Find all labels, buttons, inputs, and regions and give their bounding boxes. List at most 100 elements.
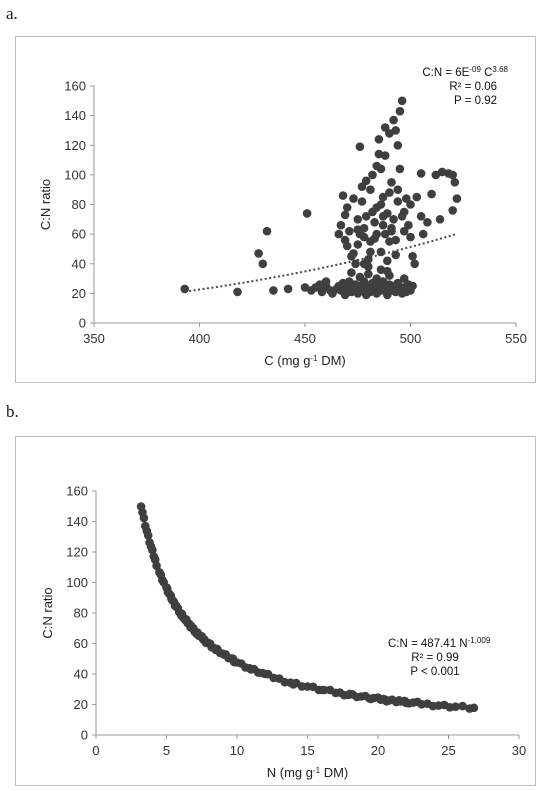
chart-b-x-tick-label: 0	[92, 743, 99, 758]
chart-a-y-tick-label: 0	[79, 316, 86, 331]
chart-b-r-squared: R² = 0.99	[411, 652, 459, 664]
chart-a-data-point	[361, 212, 371, 221]
chart-a-data-point	[408, 281, 417, 291]
chart-b-data-point	[139, 513, 149, 523]
chart-b-data-point	[171, 600, 180, 610]
chart-a-data-point	[355, 272, 365, 282]
chart-a-equation: C:N = 6E-09 C3.68	[422, 65, 508, 80]
chart-a-y-tick-label: 40	[72, 256, 86, 271]
chart-a-r-squared: R² = 0.06	[449, 81, 497, 93]
chart-a-data-point	[380, 151, 390, 160]
chart-a-data-point	[359, 259, 369, 269]
chart-a-data-point	[399, 226, 409, 236]
chart-b-data-point	[198, 634, 207, 643]
chart-a-data-point	[336, 220, 346, 230]
chart-a-data-point	[427, 189, 436, 199]
chart-a-data-point	[368, 207, 377, 217]
chart-a-data-point	[342, 203, 352, 212]
chart-a-data-point	[254, 249, 263, 258]
chart-a-data-point	[391, 126, 401, 135]
chart-a-data-point	[302, 209, 312, 218]
chart-a-data-point	[385, 237, 394, 246]
chart-a-data-point	[376, 200, 386, 209]
chart-a-data-point	[351, 259, 360, 269]
chart-a-data-point	[389, 215, 398, 224]
chart-a-data-point	[418, 229, 428, 239]
chart-b-data-point	[458, 701, 467, 711]
chart-a-data-point	[340, 210, 350, 220]
panel-letter-b: b.	[6, 402, 19, 421]
chart-b-data-point	[211, 645, 221, 655]
chart-b-data-point	[181, 615, 190, 625]
chart-a-x-tick-label: 450	[294, 331, 316, 346]
chart-a-data-point	[366, 185, 375, 194]
panel-letter-a: a.	[6, 4, 18, 23]
chart-b-data-point	[345, 689, 355, 699]
chart-a-data-point	[180, 284, 189, 294]
chart-b-x-tick-label: 30	[512, 743, 526, 758]
chart-a-x-tick-label: 550	[505, 331, 527, 346]
chart-a-data-point	[342, 241, 352, 251]
chart-b-y-tick-label: 80	[74, 606, 88, 621]
chart-a-data-point	[448, 170, 458, 180]
chart-b-plot: 0 5 10 15 20 25 30 0 20 40 60 80 100 120 140 160 N (mg g…	[40, 484, 526, 781]
chart-b-p-value: P < 0.001	[410, 666, 459, 678]
chart-a-data-point	[410, 259, 420, 269]
chart-b-x-tick-label: 10	[230, 743, 244, 758]
chart-a-data-point	[376, 247, 386, 257]
chart-a-data-point	[450, 178, 460, 187]
chart-b: 0 5 10 15 20 25 30 0 20 40 60 80 100 120 140 160 N (mg g…	[40, 484, 526, 781]
chart-a-y-tick-label: 140	[64, 108, 86, 123]
chart-a-data-point	[416, 212, 426, 221]
chart-a-data-point	[328, 289, 337, 298]
chart-a-data-point	[376, 265, 386, 274]
chart-a-data-point	[399, 207, 409, 217]
chart-b-x-tick-label: 20	[371, 743, 385, 758]
chart-b-data-point	[162, 584, 172, 593]
chart-b-data-point	[205, 639, 215, 649]
chart-a-data-point	[368, 170, 377, 180]
chart-b-x-tick-label: 15	[300, 743, 314, 758]
chart-b-y-tick-label: 20	[74, 697, 88, 712]
chart-b-y-tick-label: 100	[66, 575, 88, 590]
chart-b-data-point	[317, 685, 326, 695]
chart-b-y-tick-label: 140	[66, 514, 88, 529]
chart-a-data-point	[406, 232, 415, 242]
chart-a-x-tick-label: 500	[400, 331, 422, 346]
chart-a-trendline	[184, 232, 458, 293]
chart-a-data-point	[269, 286, 278, 295]
chart-a-data-point	[233, 287, 242, 297]
chart-a-data-point	[345, 226, 354, 236]
chart-b-y-tick-label: 60	[74, 636, 88, 651]
chart-a-data-point	[385, 271, 394, 280]
chart-b-y-tick-label: 0	[81, 728, 88, 743]
chart-a-frame: 350 400 450 500 550 0 20 40 60 80 100 120 140 160 C (m…	[15, 36, 536, 383]
chart-a-data-point	[452, 194, 462, 203]
chart-a-data-point	[378, 192, 388, 202]
chart-a-data-point	[395, 164, 405, 174]
chart-b-data-point	[152, 561, 161, 571]
chart-a-data-point	[359, 232, 369, 242]
chart-a-data-point	[393, 185, 403, 194]
chart-a-x-axis-label: C (mg g-1 DM)	[264, 353, 346, 368]
chart-b-equation: C:N = 487.41 N-1,009	[388, 636, 491, 651]
chart-a-data-point	[416, 169, 426, 178]
chart-b-data-point	[143, 531, 153, 540]
chart-a-y-tick-label: 20	[72, 286, 86, 301]
chart-a-data-point	[406, 200, 415, 209]
chart-a-data-point	[408, 252, 417, 261]
chart-b-y-tick-label: 40	[74, 667, 88, 682]
chart-a-data-point	[349, 249, 358, 258]
chart-b-data-point	[167, 594, 176, 603]
chart-a-x-tick-label: 400	[189, 331, 211, 346]
chart-b-data-point	[451, 702, 460, 711]
chart-a-data-point	[334, 229, 344, 239]
chart-b-data-point	[186, 621, 196, 631]
chart-b-data-point	[289, 680, 298, 689]
chart-b-data-point	[380, 695, 390, 704]
chart-a-data-point	[412, 192, 422, 202]
chart-a-data-point	[283, 284, 293, 294]
chart-b-y-tick-label: 120	[66, 545, 88, 560]
chart-a-data-point	[372, 161, 382, 171]
chart-a-data-point	[315, 280, 325, 289]
